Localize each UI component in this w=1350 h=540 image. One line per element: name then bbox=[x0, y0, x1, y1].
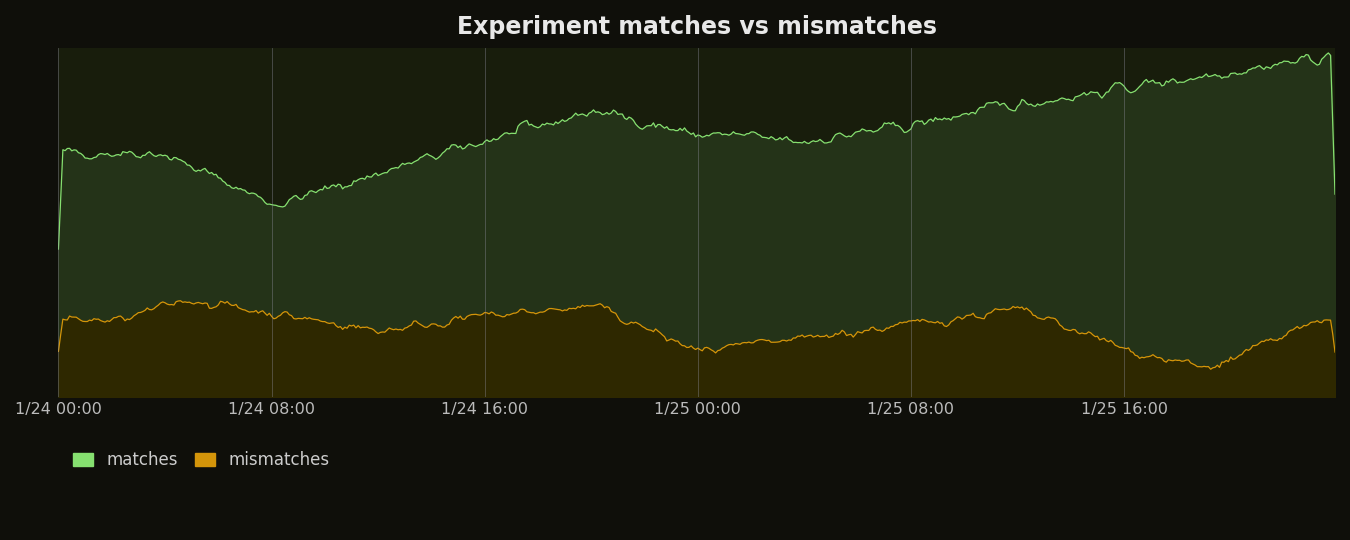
Legend: matches, mismatches: matches, mismatches bbox=[66, 444, 336, 476]
Title: Experiment matches vs mismatches: Experiment matches vs mismatches bbox=[456, 15, 937, 39]
